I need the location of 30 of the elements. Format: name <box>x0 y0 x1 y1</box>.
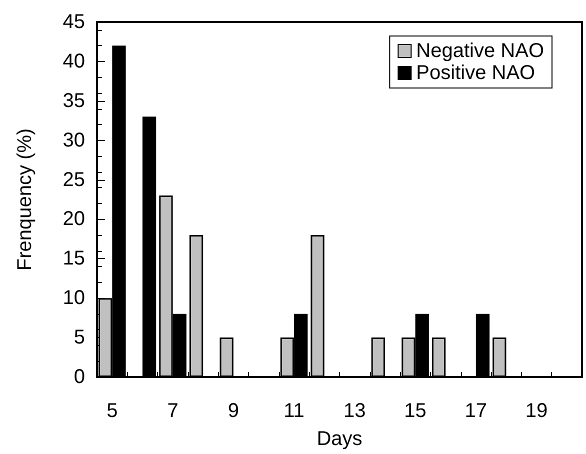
y-tick-label: 10 <box>62 287 85 310</box>
x-tick-label: 7 <box>167 400 178 422</box>
bar <box>432 338 446 377</box>
bar <box>476 314 490 377</box>
y-tick-label: 5 <box>74 326 85 349</box>
y-tick-label: 20 <box>62 208 85 230</box>
bar <box>189 235 204 377</box>
legend-label: Positive NAO <box>416 62 536 84</box>
y-axis-title: Frenquency (%) <box>14 128 36 271</box>
x-tick-label: 17 <box>464 400 488 422</box>
x-axis-title: Days <box>316 428 362 450</box>
y-tick-label: 40 <box>62 50 85 72</box>
x-tick-label: 11 <box>284 400 304 422</box>
y-tick-label: 30 <box>62 129 85 152</box>
y-tick-label: 45 <box>62 11 85 33</box>
y-tick-label: 0 <box>74 366 85 388</box>
x-tick-label: 15 <box>404 400 426 422</box>
x-tick-label: 9 <box>228 400 239 422</box>
bar <box>310 235 324 377</box>
bar <box>492 338 506 377</box>
x-tick-label: 5 <box>106 400 118 422</box>
y-tick-label: 25 <box>62 168 85 191</box>
x-tick-label: 13 <box>344 400 366 422</box>
bar <box>220 338 234 377</box>
legend-label: Negative NAO <box>416 40 544 62</box>
y-tick-label: 15 <box>62 248 85 270</box>
x-tick-label: 19 <box>525 400 548 422</box>
bar <box>142 116 156 377</box>
bar <box>371 338 385 377</box>
y-tick-label: 35 <box>62 90 85 112</box>
